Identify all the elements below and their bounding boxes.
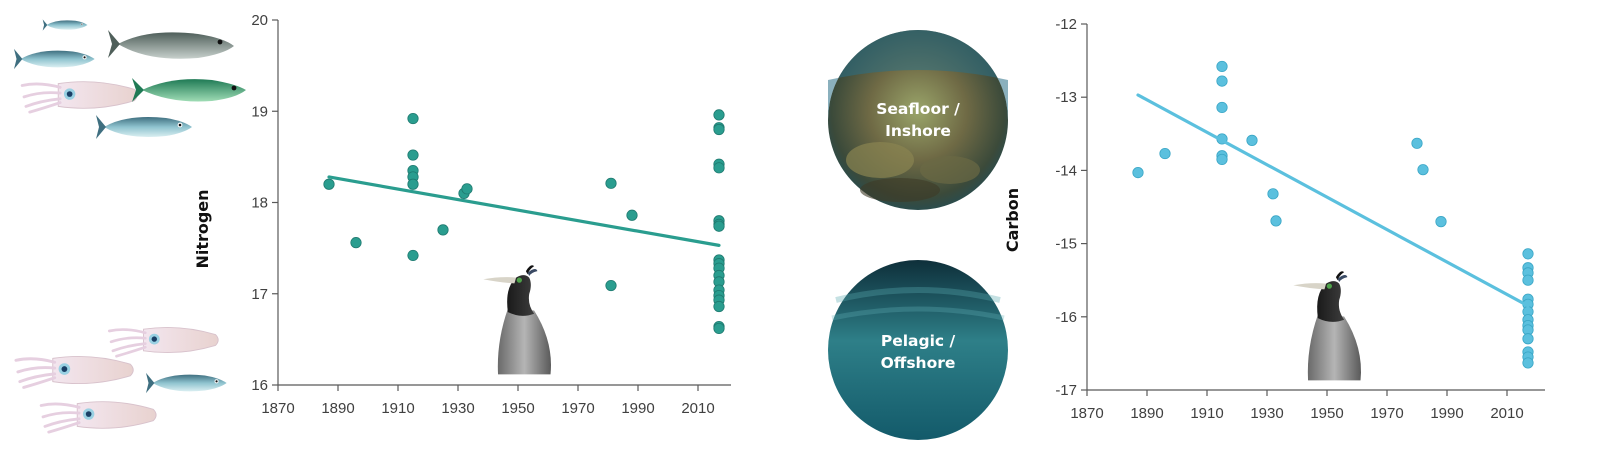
y-tick-label: 20 bbox=[251, 12, 268, 29]
y-tick-label: 16 bbox=[251, 377, 268, 394]
carbon-chart: -12 -13 -14 -15 -16 -17 1870 1890 1910 1930 1950 19… bbox=[1055, 16, 1545, 422]
x-tick-label: 1950 bbox=[501, 400, 534, 417]
data-point bbox=[713, 109, 725, 121]
x-tick-label: 1890 bbox=[1130, 405, 1163, 422]
trend-line bbox=[327, 175, 721, 247]
trend-line bbox=[1136, 93, 1530, 308]
data-point bbox=[407, 249, 419, 262]
seafloor-label-line1: Seafloor / bbox=[876, 100, 960, 118]
x-tick-label: 1870 bbox=[1070, 405, 1103, 422]
nitrogen-chart: 16 17 18 19 20 1870 1890 1910 1930 1950 1970 1990 20… bbox=[251, 12, 731, 417]
nitrogen-axis-label: Nitrogen bbox=[193, 189, 212, 268]
data-point bbox=[1270, 215, 1282, 227]
data-point bbox=[713, 300, 725, 313]
pelagic-offshore-badge: Pelagic / Offshore bbox=[828, 260, 1008, 440]
data-point bbox=[1522, 333, 1534, 345]
x-tick-label: 1890 bbox=[321, 400, 354, 417]
data-point bbox=[1246, 134, 1258, 146]
x-tick-label: 1930 bbox=[441, 400, 474, 417]
data-point bbox=[1216, 75, 1228, 87]
x-tick-label: 2010 bbox=[1490, 405, 1523, 422]
data-point bbox=[1435, 216, 1447, 228]
data-point bbox=[1216, 101, 1228, 114]
data-point bbox=[1522, 274, 1534, 286]
squid-and-fish-icon bbox=[14, 325, 227, 434]
x-tick-label: 1970 bbox=[561, 400, 594, 417]
x-tick-label: 1970 bbox=[1370, 405, 1403, 422]
data-point bbox=[461, 183, 473, 195]
x-tick-label: 1870 bbox=[261, 400, 294, 417]
data-point bbox=[626, 209, 638, 221]
seafloor-label-line2: Inshore bbox=[885, 122, 951, 140]
data-point bbox=[407, 149, 419, 161]
y-tick-label: 17 bbox=[251, 286, 268, 303]
seafloor-inshore-badge: Seafloor / Inshore bbox=[828, 30, 1008, 210]
pelagic-label-line2: Offshore bbox=[881, 354, 956, 372]
data-point bbox=[1411, 137, 1423, 149]
y-tick-label: -15 bbox=[1055, 236, 1077, 253]
y-tick-label: -16 bbox=[1055, 309, 1077, 326]
data-point bbox=[1216, 60, 1228, 73]
data-point bbox=[437, 224, 449, 236]
y-tick-label: 18 bbox=[251, 195, 268, 212]
x-tick-label: 1910 bbox=[381, 400, 414, 417]
y-tick-label: -14 bbox=[1055, 162, 1077, 179]
cormorant-icon bbox=[1293, 271, 1361, 381]
data-point bbox=[1417, 164, 1429, 176]
data-point bbox=[1132, 166, 1144, 179]
carbon-axis-label: Carbon bbox=[1003, 188, 1022, 252]
data-point bbox=[407, 112, 419, 125]
data-point bbox=[323, 178, 335, 190]
cormorant-icon bbox=[483, 265, 551, 375]
data-point bbox=[1159, 147, 1171, 160]
x-tick-label: 1930 bbox=[1250, 405, 1283, 422]
pelagic-label-line1: Pelagic / bbox=[881, 332, 956, 350]
data-point bbox=[1216, 153, 1228, 166]
data-point bbox=[1522, 248, 1534, 260]
y-tick-label: -17 bbox=[1055, 382, 1077, 399]
data-point bbox=[407, 178, 419, 190]
data-point bbox=[713, 220, 725, 232]
x-tick-label: 1950 bbox=[1310, 405, 1343, 422]
data-point bbox=[1267, 188, 1279, 200]
data-point bbox=[605, 177, 617, 189]
data-point bbox=[713, 123, 725, 136]
x-tick-label: 1910 bbox=[1190, 405, 1223, 422]
x-tick-label: 1990 bbox=[1430, 405, 1463, 422]
y-tick-label: -12 bbox=[1055, 16, 1077, 33]
fish-and-squid-icon bbox=[14, 19, 246, 139]
data-point bbox=[713, 322, 725, 335]
x-tick-label: 2010 bbox=[681, 400, 714, 417]
data-point bbox=[350, 237, 362, 249]
data-point bbox=[713, 162, 725, 174]
data-point bbox=[1522, 357, 1534, 369]
y-tick-label: 19 bbox=[251, 103, 268, 120]
y-tick-label: -13 bbox=[1055, 89, 1077, 106]
data-point bbox=[605, 279, 617, 292]
x-tick-label: 1990 bbox=[621, 400, 654, 417]
